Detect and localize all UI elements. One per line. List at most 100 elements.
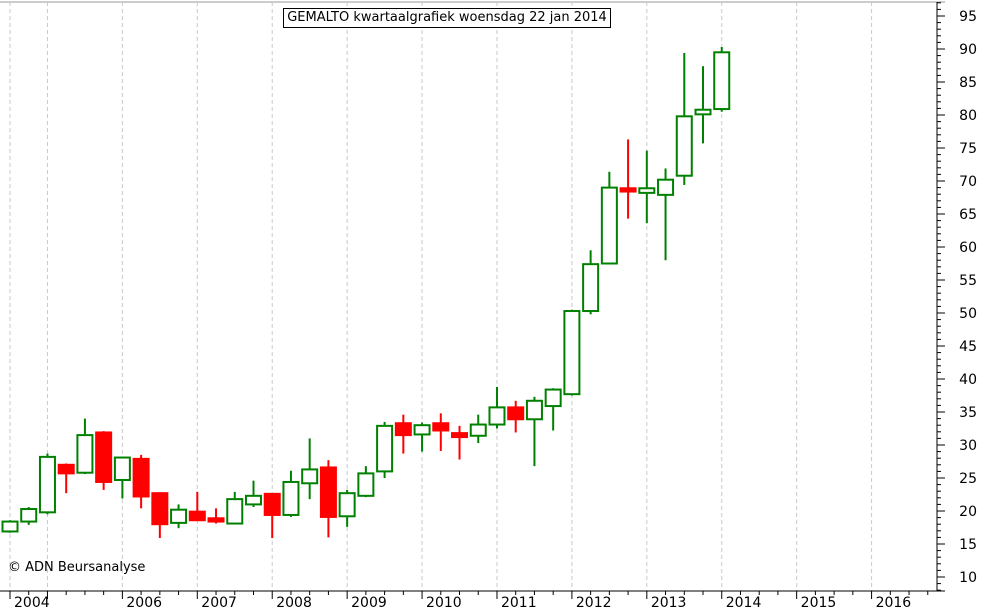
candle-2005Q1 [38, 453, 56, 515]
candle-body [170, 508, 188, 524]
x-axis-label: 2012 [576, 595, 612, 610]
candle-2009Q4 [394, 414, 412, 454]
y-axis-label: 45 [959, 339, 977, 355]
x-axis-label: 2009 [351, 595, 387, 610]
y-axis-label: 40 [959, 372, 977, 388]
candle-2007Q1 [188, 491, 206, 522]
candle-body [413, 424, 431, 436]
candle-2005Q2 [57, 463, 75, 494]
candle-body [451, 432, 469, 439]
candle-body [469, 423, 487, 437]
candle-body [713, 51, 731, 111]
x-axis-label: 2011 [501, 595, 537, 610]
candle-body [244, 494, 262, 506]
candle-body [319, 466, 337, 518]
candle-body [638, 187, 656, 194]
candle-2009Q1 [338, 489, 356, 527]
candle-body [57, 463, 75, 475]
x-axis-label: 2016 [876, 595, 912, 610]
candle-body [188, 510, 206, 522]
candle-body [600, 186, 618, 265]
candle-body [394, 422, 412, 437]
candle-2012Q1 [563, 309, 581, 396]
candle-2006Q2 [132, 454, 150, 509]
candle-body [76, 434, 94, 474]
candle-body [488, 406, 506, 426]
candle-2013Q2 [657, 168, 675, 261]
candle-2008Q2 [282, 470, 300, 517]
y-axis-label: 30 [959, 438, 977, 454]
candle-2008Q1 [263, 492, 281, 539]
candle-2012Q2 [582, 250, 600, 315]
copyright-label: © ADN Beursanalyse [8, 560, 146, 575]
candle-2008Q3 [301, 438, 319, 500]
y-axis-label: 65 [959, 207, 977, 223]
candle-2011Q1 [488, 386, 506, 429]
candle-body [563, 310, 581, 396]
y-axis-label: 15 [959, 537, 977, 553]
candle-body [95, 431, 113, 483]
y-axis-label: 75 [959, 141, 977, 157]
y-axis-label: 25 [959, 471, 977, 487]
x-axis-label: 2014 [726, 595, 762, 610]
candle-body [544, 388, 562, 408]
x-axis-label: 2004 [14, 595, 50, 610]
candle-body [1, 520, 19, 533]
candle-body [376, 424, 394, 473]
candle-2010Q1 [413, 422, 431, 452]
candle-2010Q4 [469, 414, 487, 444]
candle-2007Q2 [207, 508, 225, 524]
candle-body [282, 480, 300, 516]
gridlines [9, 2, 873, 591]
candle-body [619, 187, 637, 193]
y-axis-label: 90 [959, 42, 977, 58]
candle-2004Q3 [1, 520, 19, 533]
candle-2006Q3 [151, 492, 169, 539]
y-axis-label: 20 [959, 504, 977, 520]
x-axis-label: 2010 [426, 595, 462, 610]
candle-body [338, 492, 356, 518]
candle-2007Q4 [244, 480, 262, 508]
candle-2004Q4 [20, 507, 38, 525]
candle-body [507, 406, 525, 421]
y-axis-label: 60 [959, 240, 977, 256]
x-axis-label: 2007 [201, 595, 237, 610]
y-axis-label: 50 [959, 306, 977, 322]
candle-2013Q4 [694, 66, 712, 144]
candle-body [301, 468, 319, 485]
candle-body [38, 455, 56, 514]
candle-body [20, 508, 38, 523]
candle-2013Q3 [675, 52, 693, 185]
candle-2010Q3 [451, 425, 469, 460]
y-axis-label: 35 [959, 405, 977, 421]
candle-2011Q3 [525, 396, 543, 467]
x-axis-label: 2006 [126, 595, 162, 610]
candle-body [694, 108, 712, 116]
candle-body [132, 457, 150, 498]
candle-body [432, 422, 450, 432]
candle-2011Q2 [507, 400, 525, 433]
candle-2013Q1 [638, 150, 656, 224]
candle-body [675, 115, 693, 177]
candle-2009Q2 [357, 466, 375, 498]
candle-2006Q4 [170, 504, 188, 529]
y-axis-label: 85 [959, 75, 977, 91]
candle-2012Q4 [619, 139, 637, 219]
y-axis-label: 55 [959, 273, 977, 289]
candle-2009Q3 [376, 421, 394, 478]
candle-body [657, 178, 675, 196]
candle-2008Q4 [319, 460, 337, 538]
x-axis-label: 2013 [651, 595, 687, 610]
candle-body [357, 472, 375, 497]
candle-2005Q4 [95, 431, 113, 490]
candle-2005Q3 [76, 418, 94, 475]
candle-body [226, 498, 244, 525]
candle-2014Q1 [713, 47, 731, 112]
candle-2010Q2 [432, 413, 450, 451]
candle-2006Q1 [113, 456, 131, 499]
candle-body [582, 263, 600, 313]
x-axis-label: 2008 [276, 595, 312, 610]
candle-2011Q4 [544, 388, 562, 431]
